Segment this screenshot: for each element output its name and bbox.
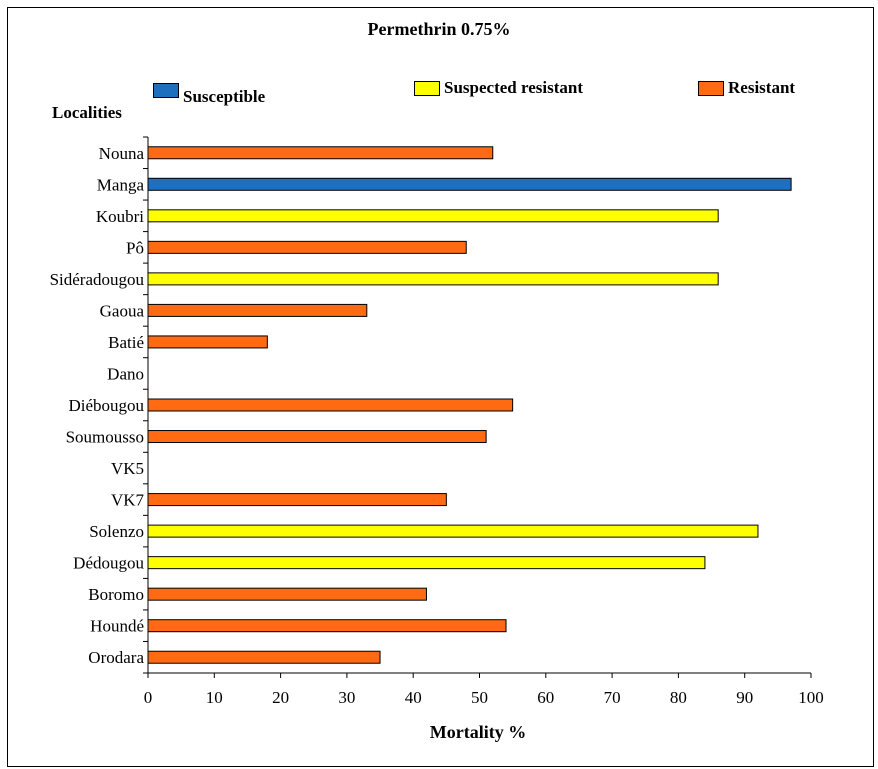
bar	[147, 240, 467, 254]
chart-title: Permethrin 0.75%	[367, 19, 511, 39]
bar	[147, 650, 381, 664]
bar	[147, 335, 268, 349]
category-label: Sidéradougou	[50, 270, 145, 289]
x-tick-label: 20	[272, 688, 289, 707]
x-tick-label: 40	[405, 688, 422, 707]
legend-swatch-suspected-resistant	[414, 80, 440, 96]
category-label: Houndé	[90, 617, 144, 636]
x-tick-label: 100	[798, 688, 824, 707]
legend-label-resistant: Resistant	[728, 78, 796, 97]
category-label: Solenzo	[89, 522, 144, 541]
bar	[147, 430, 487, 444]
category-label: Batié	[108, 333, 144, 352]
legend-label-suspected-resistant: Suspected resistant	[444, 78, 583, 97]
category-label: VK7	[111, 491, 145, 510]
category-label: Gaoua	[100, 301, 145, 320]
category-label: Diébougou	[68, 396, 144, 415]
legend-label-susceptible: Susceptible	[183, 87, 266, 106]
bar	[147, 587, 427, 601]
legend-item-susceptible: Susceptible	[153, 80, 265, 106]
legend-item-resistant: Resistant	[698, 78, 795, 98]
x-tick-label: 70	[604, 688, 621, 707]
legend-swatch-susceptible	[153, 82, 179, 98]
category-label: Nouna	[99, 144, 145, 163]
legend-item-suspected-resistant: Suspected resistant	[414, 78, 583, 98]
y-axis-heading: Localities	[52, 103, 122, 122]
bar	[147, 619, 507, 633]
bar	[147, 177, 792, 191]
bar	[147, 303, 368, 317]
x-tick-label: 30	[338, 688, 355, 707]
category-label: VK5	[111, 459, 144, 478]
category-label: Orodara	[88, 648, 144, 667]
bar	[147, 493, 447, 507]
x-tick-label: 50	[471, 688, 488, 707]
bar	[147, 524, 759, 538]
category-label: Dano	[107, 364, 144, 383]
category-label: Dédougou	[73, 554, 144, 573]
category-label: Boromo	[88, 585, 144, 604]
x-tick-label: 0	[144, 688, 153, 707]
x-tick-label: 90	[736, 688, 753, 707]
bar	[147, 556, 706, 570]
bar	[147, 146, 494, 160]
bar	[147, 209, 719, 223]
category-label: Soumousso	[66, 428, 144, 447]
chart-frame	[7, 7, 874, 767]
x-tick-label: 60	[537, 688, 554, 707]
x-tick-label: 10	[206, 688, 223, 707]
category-label: Manga	[97, 175, 145, 194]
x-axis-heading: Mortality %	[429, 722, 527, 742]
bar	[147, 272, 719, 286]
category-label: Pô	[126, 238, 144, 257]
legend-swatch-resistant	[698, 80, 724, 96]
bar	[147, 398, 514, 412]
x-tick-label: 80	[670, 688, 687, 707]
category-label: Koubri	[96, 207, 144, 226]
